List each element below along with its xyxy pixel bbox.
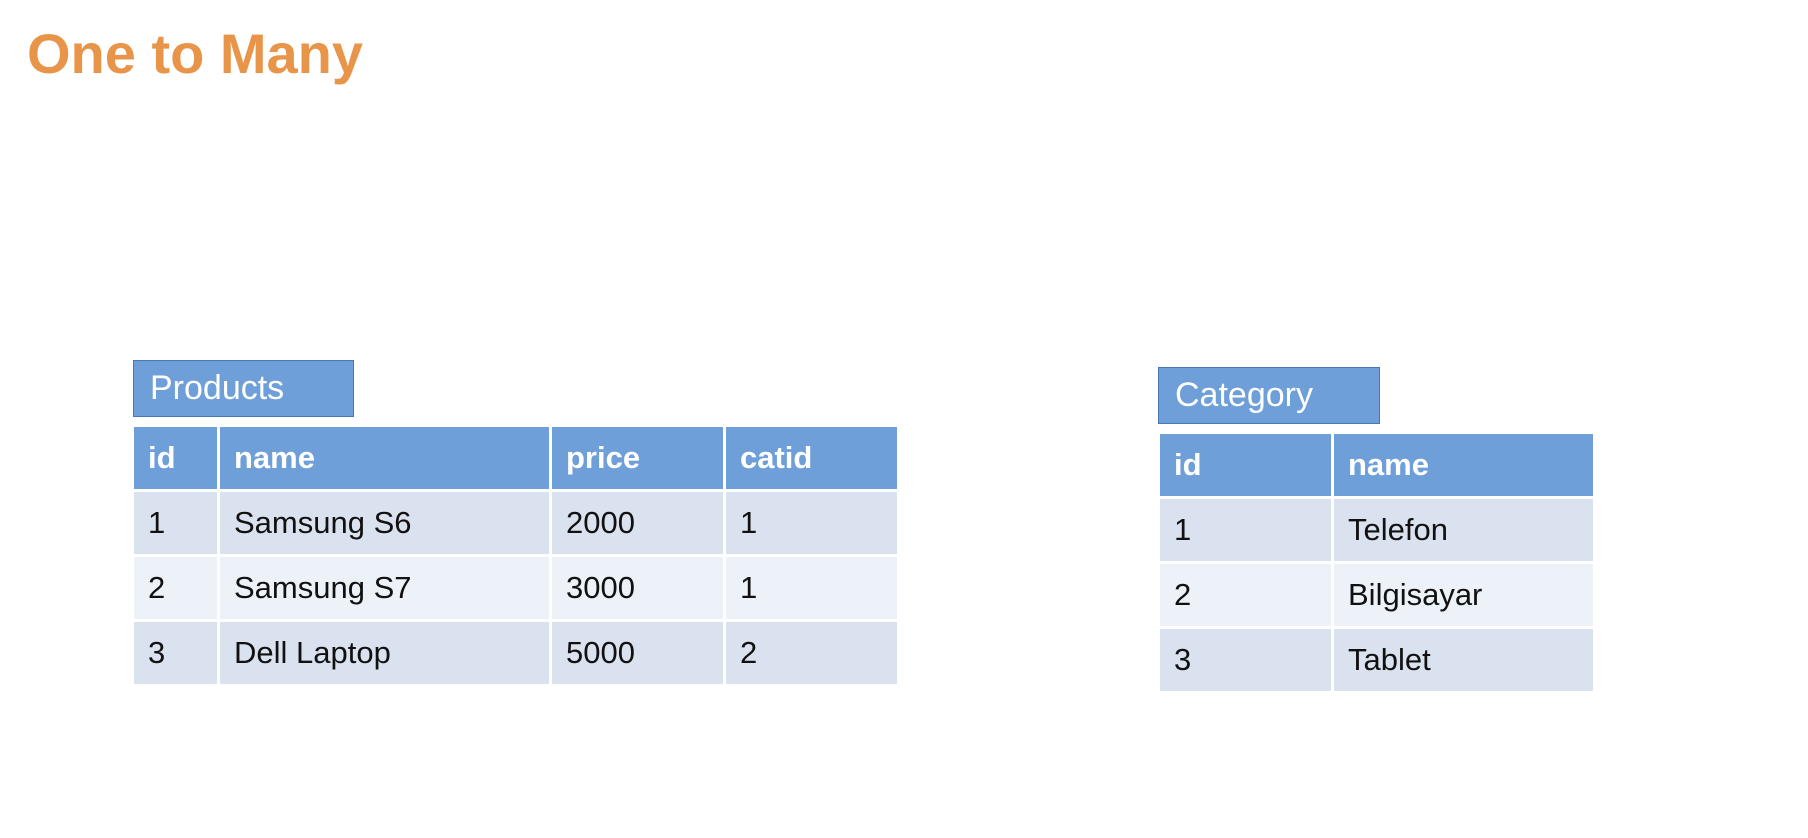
products-table-label: Products (133, 360, 354, 417)
table-row: 2 Samsung S7 3000 1 (134, 557, 897, 619)
products-column-header: name (220, 427, 549, 489)
table-cell: 5000 (552, 622, 723, 684)
table-cell: Samsung S6 (220, 492, 549, 554)
products-column-header: catid (726, 427, 897, 489)
table-cell: 3 (134, 622, 217, 684)
table-cell: 2000 (552, 492, 723, 554)
category-table-label: Category (1158, 367, 1380, 424)
table-row: 3 Dell Laptop 5000 2 (134, 622, 897, 684)
table-cell: 1 (726, 557, 897, 619)
table-cell: 2 (726, 622, 897, 684)
table-cell: 1 (1160, 499, 1331, 561)
category-header-row: id name (1160, 434, 1593, 496)
category-column-header: name (1334, 434, 1593, 496)
table-row: 3 Tablet (1160, 629, 1593, 691)
table-cell: Bilgisayar (1334, 564, 1593, 626)
table-cell: Samsung S7 (220, 557, 549, 619)
table-cell: 1 (134, 492, 217, 554)
category-column-header: id (1160, 434, 1331, 496)
slide-title: One to Many (27, 22, 364, 85)
table-cell: 3000 (552, 557, 723, 619)
table-row: 2 Bilgisayar (1160, 564, 1593, 626)
products-table: id name price catid 1 Samsung S6 2000 1 … (131, 424, 900, 687)
products-column-header: id (134, 427, 217, 489)
category-table: id name 1 Telefon 2 Bilgisayar 3 Tablet (1157, 431, 1596, 694)
table-cell: 1 (726, 492, 897, 554)
table-cell: Dell Laptop (220, 622, 549, 684)
table-cell: 3 (1160, 629, 1331, 691)
table-cell: Tablet (1334, 629, 1593, 691)
table-cell: Telefon (1334, 499, 1593, 561)
table-cell: 2 (134, 557, 217, 619)
products-column-header: price (552, 427, 723, 489)
products-header-row: id name price catid (134, 427, 897, 489)
table-cell: 2 (1160, 564, 1331, 626)
table-row: 1 Samsung S6 2000 1 (134, 492, 897, 554)
table-row: 1 Telefon (1160, 499, 1593, 561)
